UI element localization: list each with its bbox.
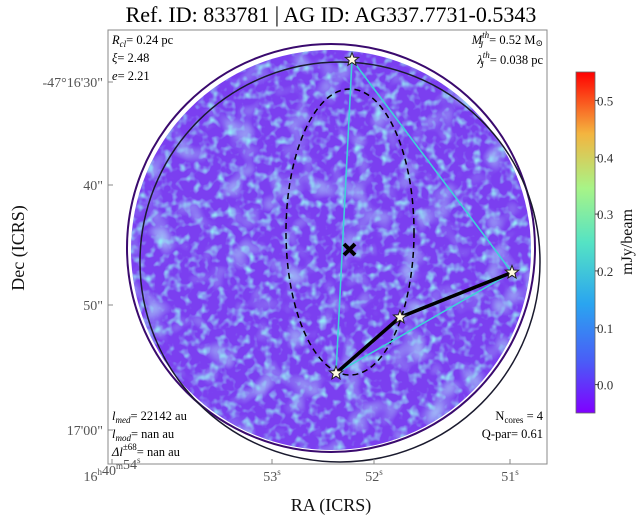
colorbar-tick-label: 0.4 [597, 150, 614, 165]
core-star-marker [328, 364, 344, 380]
annotation-bottom-left: lmed= 22142 au lmod= nan au Δl±68= nan a… [111, 409, 188, 459]
annotation-bottom-right: Ncores = 4 Q-par= 0.61 [482, 409, 544, 441]
cores-layer [328, 51, 520, 380]
intensity-map [126, 43, 541, 463]
colorbar-tick-label: 0.3 [597, 207, 613, 222]
y-axis-ticks: -47°16'30" 40" 50" 17'00" [43, 76, 113, 439]
dl-text: Δl±68= nan au [111, 442, 181, 459]
mst-edge-bold [399, 270, 513, 319]
qpar-text: Q-par= 0.61 [482, 427, 543, 441]
mst-edge-light [351, 59, 513, 273]
y-tick-label: 40" [83, 179, 103, 194]
x-tick-label: 51s [501, 467, 519, 485]
y-tick-label: 17'00" [67, 424, 103, 439]
colorbar-tick-label: 0.2 [597, 264, 613, 279]
x-axis-ticks: 16h40m54s 53s 52s 51s [83, 455, 519, 485]
core-star-marker [344, 51, 360, 67]
outer-circle-dark [139, 61, 541, 463]
core-star-marker [504, 264, 520, 280]
x-tick-label: 53s [263, 467, 281, 485]
annotation-top-right: Mth J = 0.52 M⊙ λth J = 0.038 pc [471, 30, 544, 70]
mst-edges [334, 59, 513, 375]
y-tick-label: 50" [83, 299, 103, 314]
y-tick-label: -47°16'30" [43, 76, 104, 91]
chart-title: Ref. ID: 833781 | AG ID: AG337.7731-0.53… [126, 2, 537, 27]
colorbar-tick-label: 0.0 [597, 378, 613, 393]
lmed-text: lmed= 22142 au [112, 409, 188, 425]
center-marker [342, 242, 357, 257]
mst-edge-light [335, 59, 353, 374]
outer-circle-purple [126, 43, 536, 453]
mj-text: Mth J = 0.52 M⊙ [471, 30, 543, 50]
annotation-top-left: Rcl= 0.24 pc ξ= 2.48 e= 2.21 [111, 33, 174, 83]
colorbar [575, 71, 596, 414]
colorbar-label: mJy/beam [619, 209, 636, 275]
x-tick-label: 16h40m54s [83, 455, 141, 485]
lj-text: λth J = 0.038 pc [476, 50, 543, 70]
xi-text: ξ= 2.48 [112, 51, 149, 65]
colorbar-tick-label: 0.1 [597, 321, 613, 336]
e-text: e= 2.21 [112, 69, 150, 83]
rcl-text: Rcl= 0.24 pc [111, 33, 174, 49]
x-tick-label: 52s [365, 467, 383, 485]
colorbar-ticks: 0.0 0.1 0.2 0.3 0.4 0.5 [595, 93, 614, 393]
y-axis-label: Dec (ICRS) [8, 205, 29, 290]
mst-edge-light [335, 271, 513, 374]
ncores-text: Ncores = 4 [495, 409, 543, 425]
colorbar-tick-label: 0.5 [597, 93, 613, 108]
x-axis-label: RA (ICRS) [291, 495, 372, 516]
core-star-marker [392, 308, 408, 324]
lmod-text: lmod= nan au [112, 427, 175, 443]
mst-edge-bold [334, 315, 402, 375]
